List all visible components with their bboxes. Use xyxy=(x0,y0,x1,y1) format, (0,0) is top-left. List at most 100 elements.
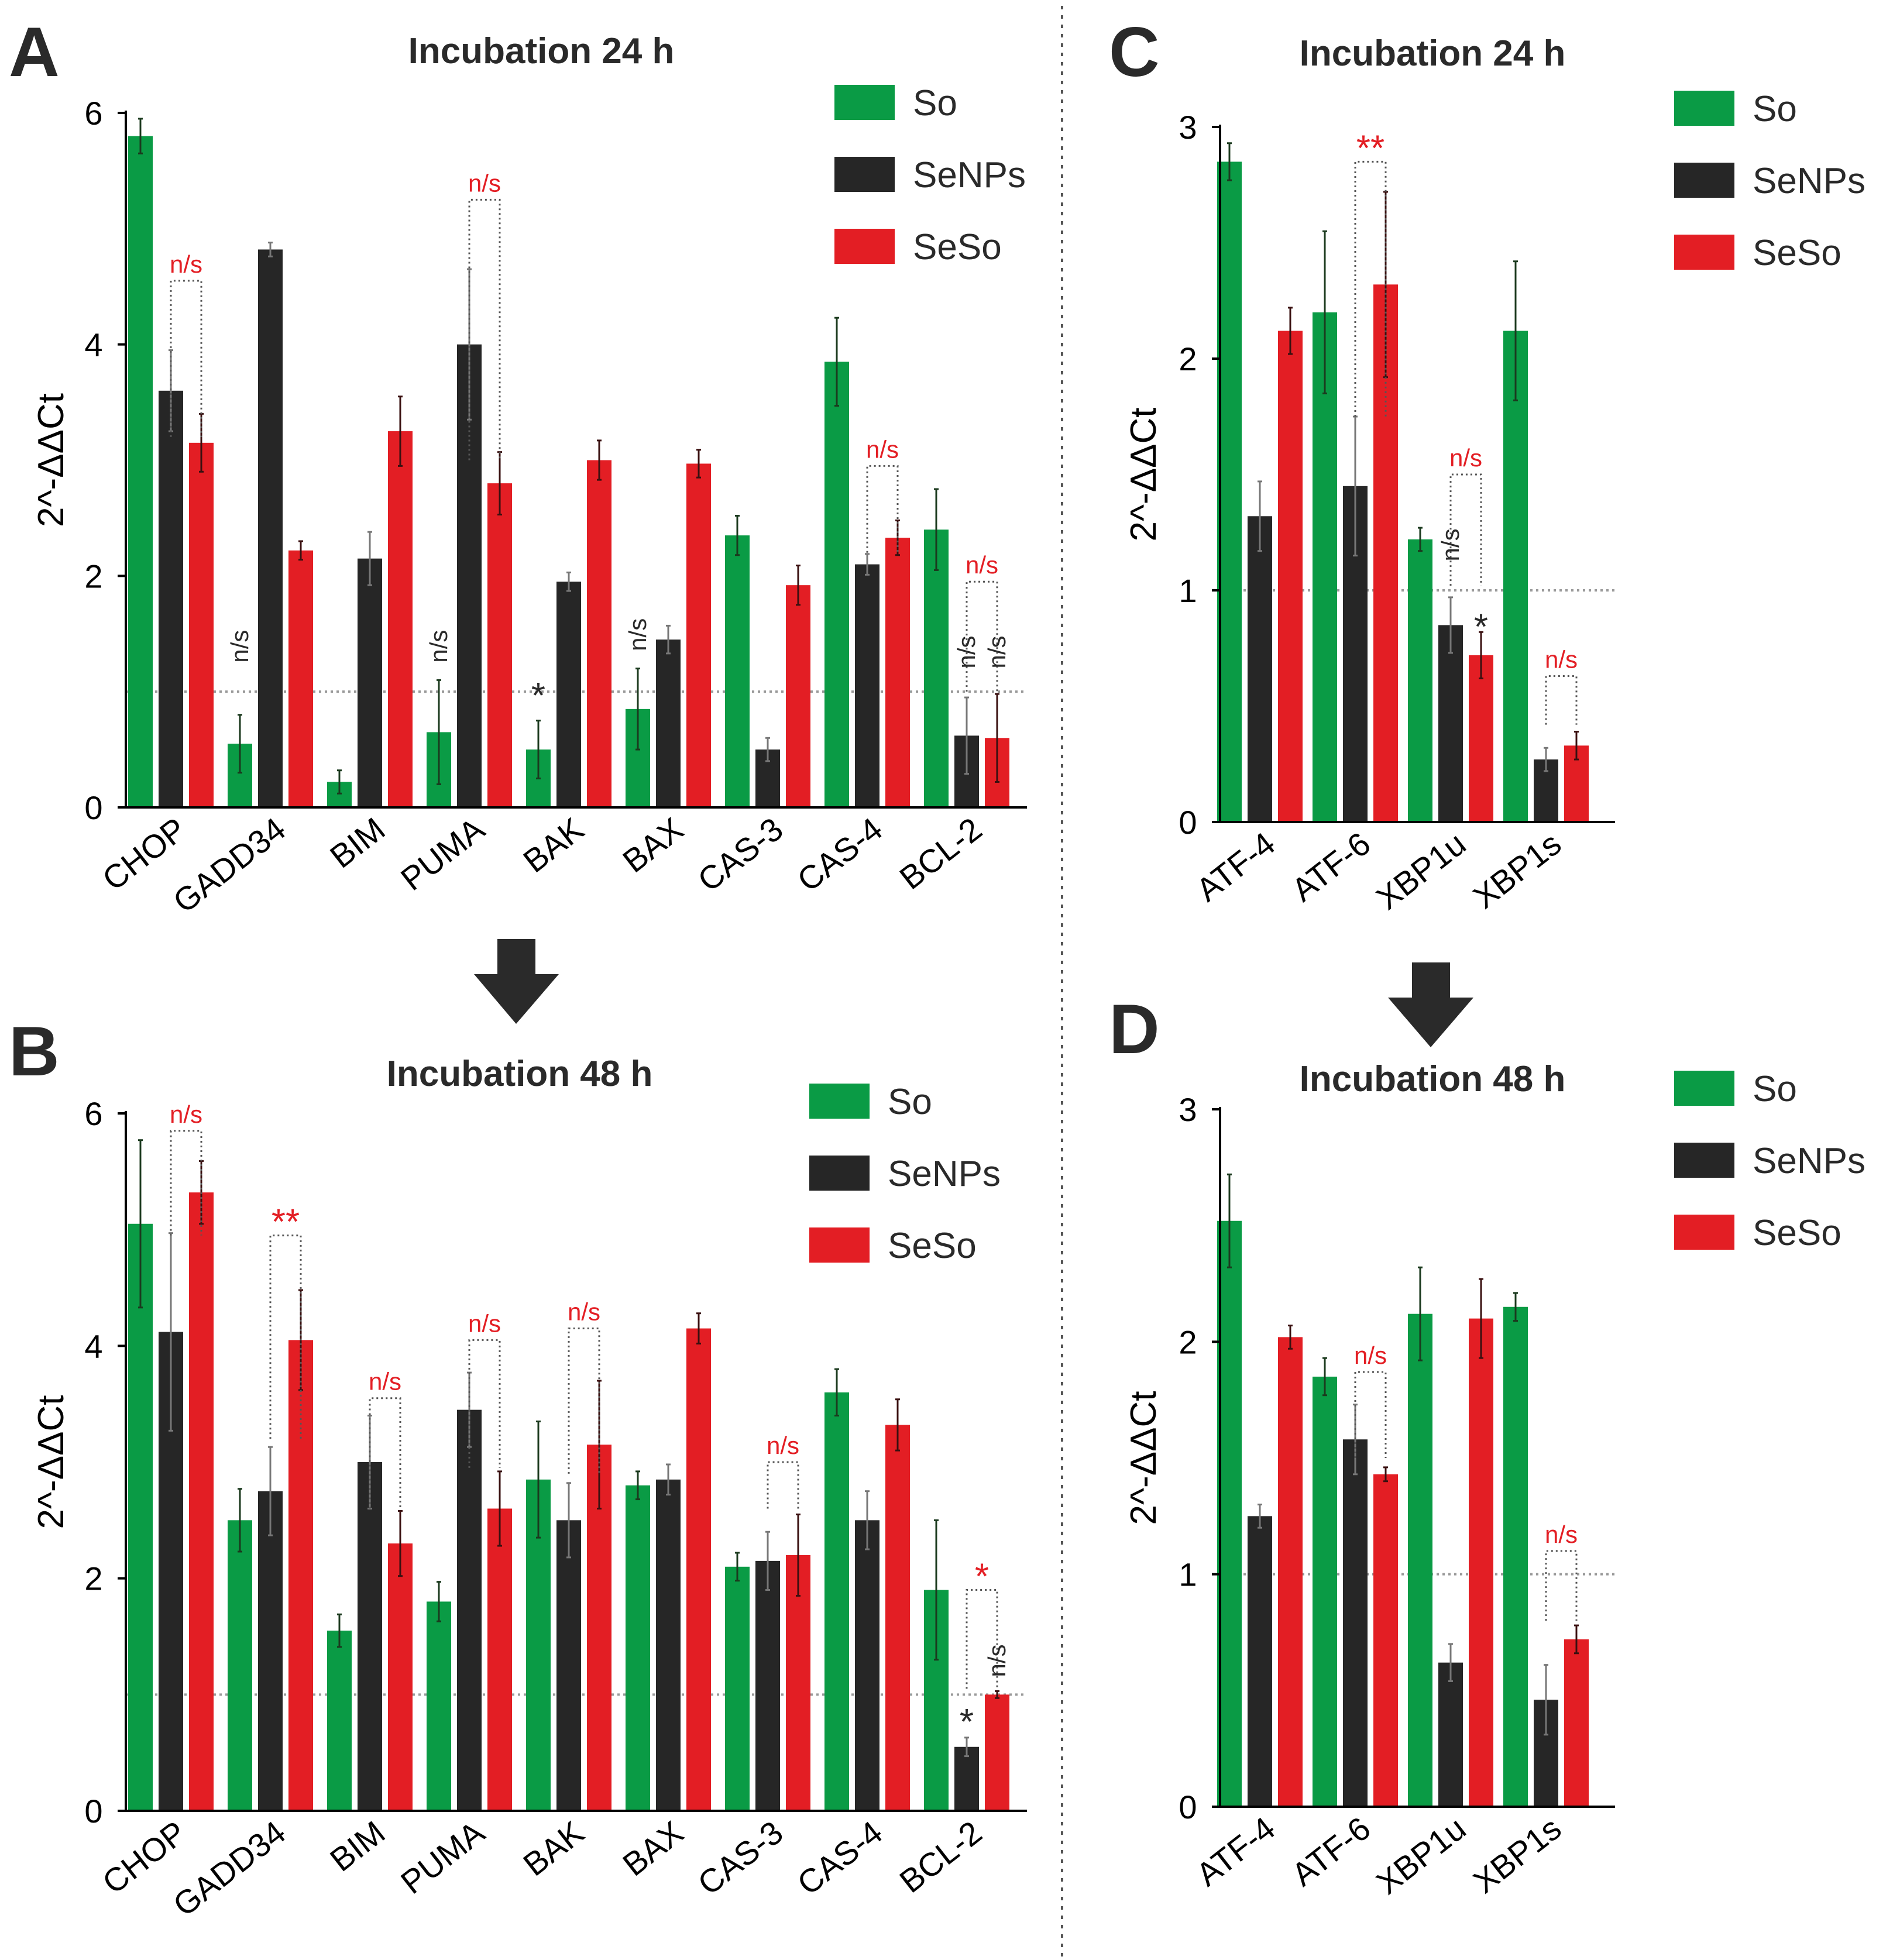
bar xyxy=(487,1508,512,1811)
legend-swatch xyxy=(1673,1141,1736,1179)
category-tick-label: XBP1u xyxy=(1369,1810,1472,1901)
legend-label: So xyxy=(1753,1069,1797,1109)
significance-label: n/s xyxy=(1545,646,1578,673)
bar xyxy=(288,1340,313,1811)
bar xyxy=(1469,655,1493,822)
bar xyxy=(358,558,382,807)
legend-swatch xyxy=(808,1082,871,1120)
bar xyxy=(1503,331,1528,822)
significance-bracket xyxy=(1449,473,1482,586)
bar xyxy=(1408,539,1432,822)
bar xyxy=(556,1520,581,1811)
significance-label: n/s xyxy=(983,1644,1011,1677)
category-tick-label: ATF-4 xyxy=(1189,825,1282,909)
y-axis-label: 2^-ΔΔCt xyxy=(1124,1391,1164,1525)
significance-label: n/s xyxy=(369,1368,401,1395)
significance-bracket xyxy=(1545,1550,1578,1621)
panel-d: D Incubation 48 h 2^-ΔΔCt ATF-4 ATF-6XBP1uXB… xyxy=(1109,990,1865,1901)
y-axis-label: 2^-ΔΔCt xyxy=(1124,407,1164,541)
y-tick-label: 3 xyxy=(1179,109,1197,146)
category-tick-label: GADD34 xyxy=(166,810,292,920)
bar xyxy=(626,1485,650,1811)
bar xyxy=(656,1479,681,1811)
category-tick-label: PUMA xyxy=(394,810,492,898)
significance-label: n/s xyxy=(966,551,998,579)
bar xyxy=(1313,1376,1337,1807)
bar xyxy=(1564,1639,1589,1807)
legend-label: SeSo xyxy=(888,1226,977,1266)
significance-label: n/s xyxy=(170,250,202,278)
bar xyxy=(824,1392,849,1811)
bar xyxy=(556,582,581,807)
legend-label: So xyxy=(888,1082,932,1122)
significance-label: n/s xyxy=(170,1101,202,1128)
panel-title: Incubation 24 h xyxy=(1300,33,1566,74)
significance-bracket xyxy=(1354,160,1387,417)
bar xyxy=(1408,1313,1432,1807)
bar xyxy=(587,460,611,807)
y-tick-label: 6 xyxy=(84,95,102,132)
bar xyxy=(885,1425,910,1811)
bar xyxy=(1313,312,1337,822)
category-tick-label: BIM xyxy=(323,810,391,875)
bar xyxy=(228,1520,252,1811)
category-tick-label: BAX xyxy=(616,1814,690,1883)
bar xyxy=(258,1491,283,1811)
legend-label: So xyxy=(1753,89,1797,129)
significance-label: n/s xyxy=(866,435,899,463)
y-axis-label: 2^-ΔΔCt xyxy=(31,1395,71,1529)
significance-label: n/s xyxy=(226,630,253,663)
significance-label: n/s xyxy=(1437,528,1464,561)
legend-swatch xyxy=(833,84,896,121)
significance-label: n/s xyxy=(1545,1521,1578,1548)
bar xyxy=(1469,1318,1493,1807)
legend-swatch xyxy=(808,1154,871,1192)
category-tick-label: BAK xyxy=(516,1814,590,1883)
significance-label: n/s xyxy=(1449,444,1482,472)
bar xyxy=(427,1601,451,1811)
legend-swatch xyxy=(1673,90,1736,127)
panel-title: Incubation 48 h xyxy=(387,1054,653,1094)
y-tick-label: 2 xyxy=(84,1560,102,1597)
down-arrow-icon xyxy=(474,939,559,1024)
bar xyxy=(786,1555,810,1811)
category-tick-label: CAS-4 xyxy=(791,810,889,899)
significance-label: n/s xyxy=(468,1309,501,1337)
bar xyxy=(189,1192,214,1811)
y-tick-label: 4 xyxy=(84,326,102,363)
category-tick-label: XBP1s xyxy=(1466,825,1568,916)
category-tick-label: CAS-4 xyxy=(791,1814,889,1902)
y-tick-label: 0 xyxy=(84,1793,102,1830)
legend-label: SeNPs xyxy=(1753,1141,1865,1181)
significance-bracket xyxy=(170,1130,202,1236)
y-tick-label: 0 xyxy=(1179,804,1197,841)
legend-swatch xyxy=(1673,1070,1736,1107)
category-tick-label: BCL-2 xyxy=(893,810,989,896)
panel-letter: B xyxy=(9,1012,60,1091)
significance-star: * xyxy=(531,676,545,716)
bar xyxy=(189,442,214,807)
category-tick-label: ATF-6 xyxy=(1284,825,1377,909)
category-tick-label: BIM xyxy=(323,1814,391,1879)
legend-label: SeNPs xyxy=(1753,161,1865,201)
bar xyxy=(855,564,879,807)
bar xyxy=(1343,1439,1368,1807)
bar xyxy=(1438,625,1463,822)
category-tick-label: CAS-3 xyxy=(691,810,790,899)
bar xyxy=(824,362,849,807)
y-tick-label: 2 xyxy=(84,558,102,594)
category-tick-label: XBP1u xyxy=(1369,825,1472,917)
legend-swatch xyxy=(808,1226,871,1264)
y-tick-label: 4 xyxy=(84,1328,102,1364)
y-tick-label: 0 xyxy=(1179,1789,1197,1825)
panel-c: C Incubation 24 h 2^-ΔΔCt ATF-4 ATF-6XBP1uXB… xyxy=(1109,13,1865,917)
category-tick-label: GADD34 xyxy=(166,1814,292,1924)
legend-swatch xyxy=(833,156,896,193)
bar xyxy=(159,390,183,807)
bar xyxy=(1503,1306,1528,1807)
bar xyxy=(1248,516,1272,822)
bar xyxy=(457,1409,482,1811)
